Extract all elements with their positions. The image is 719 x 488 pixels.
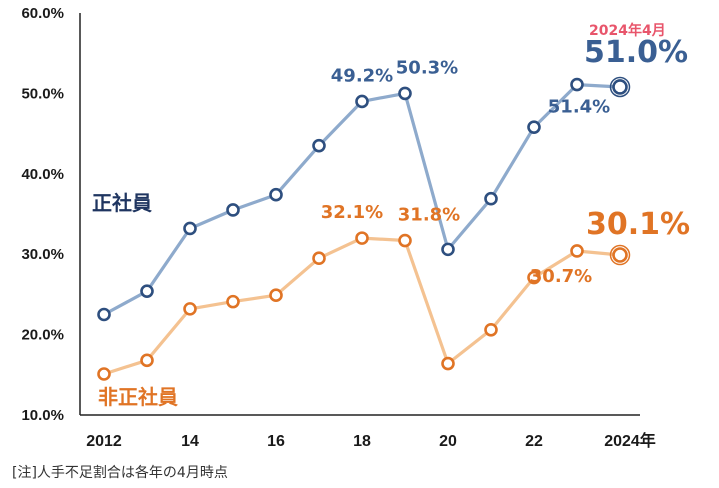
series-1-point-ring: [609, 244, 631, 266]
data-label: 31.8%: [398, 205, 460, 226]
x-tick-label: 18: [353, 433, 371, 450]
y-tick-label: 30.0%: [21, 246, 64, 263]
series-0-point-ring: [609, 76, 631, 98]
data-label: 51.0%: [584, 35, 688, 70]
series-0-point: [612, 79, 628, 95]
axes: [79, 13, 640, 416]
x-tick-label: 22: [525, 433, 543, 450]
series-0-point: [269, 187, 283, 202]
y-tick-label: 20.0%: [21, 327, 64, 344]
data-label: 30.7%: [530, 266, 592, 287]
series-0-point: [484, 191, 498, 206]
series-1-point: [269, 288, 283, 303]
x-tick-label: 16: [267, 433, 285, 450]
series-name-label: 正社員: [92, 191, 152, 215]
series-1-point: [612, 247, 628, 263]
y-axis-ticks: 10.0% 20.0% 30.0% 40.0% 50.0% 60.0%: [21, 5, 64, 424]
series-0-point: [226, 203, 240, 217]
series-1-point: [484, 322, 498, 337]
y-tick-label: 60.0%: [21, 5, 64, 22]
series-1-point: [441, 356, 455, 371]
series-0-point: [441, 242, 455, 257]
y-tick-label: 40.0%: [21, 166, 64, 183]
series-1-point: [570, 244, 584, 258]
series-1-point: [183, 302, 197, 316]
series-0-point: [355, 94, 369, 109]
data-labels: 49.2% 50.3% 51.4% 51.0% 32.1% 31.8% 30.7% 30.1%: [321, 35, 690, 287]
x-tick-label: 2024年: [604, 431, 656, 450]
series-0-point: [398, 86, 412, 101]
series-1-point: [355, 231, 369, 245]
data-label: 51.4%: [548, 97, 610, 118]
x-tick-label: 14: [181, 433, 199, 450]
y-tick-label: 10.0%: [21, 407, 64, 424]
y-tick-label: 50.0%: [21, 85, 64, 102]
series-0-point: [312, 138, 326, 153]
x-tick-label: 2012: [86, 433, 122, 450]
data-label: 49.2%: [331, 65, 393, 86]
series-1-point: [398, 233, 412, 248]
series-line-1: [103, 236, 621, 376]
series-0-point: [527, 120, 541, 134]
series-1-point: [226, 294, 240, 309]
series-0-point: [97, 307, 111, 322]
series-1-point: [312, 251, 326, 266]
x-tick-label: 20: [439, 433, 457, 450]
series-1-point: [527, 270, 541, 285]
footnote: [注]人手不足割合は各年の4月時点: [12, 464, 228, 481]
series-lines: [103, 83, 621, 376]
series-1-point: [97, 367, 111, 381]
x-axis-ticks: 2012 14 16 18 20 22 2024年: [86, 431, 656, 450]
series-1-point: [140, 353, 154, 368]
data-label: 50.3%: [396, 57, 458, 78]
annotation-2024-april: 2024年4月: [589, 22, 666, 39]
data-label: 32.1%: [321, 202, 383, 223]
data-label: 30.1%: [586, 207, 690, 242]
series-points: [97, 76, 631, 381]
series-0-point: [140, 284, 154, 298]
series-0-point: [570, 77, 584, 92]
series-name-label: 非正社員: [98, 385, 178, 409]
series-0-point: [183, 221, 197, 236]
